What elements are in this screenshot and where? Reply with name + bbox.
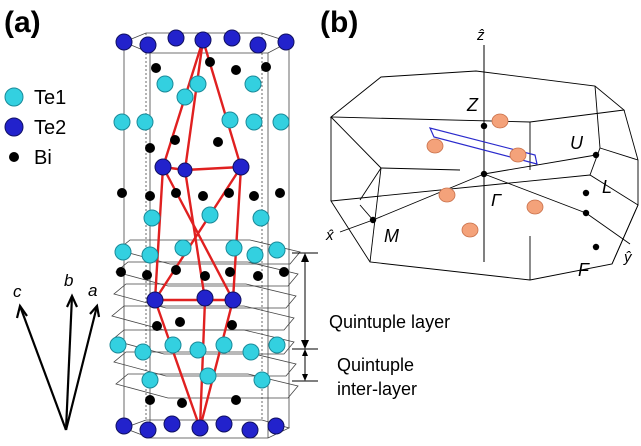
k-point-u-label: U — [570, 133, 584, 153]
legend-te2-marker — [4, 117, 24, 137]
k-point-f-label: F — [578, 260, 590, 280]
k-point-gamma-label: Γ — [491, 190, 502, 210]
panel-a-label: (a) — [4, 6, 41, 39]
vector-c-arrowhead — [15, 303, 28, 319]
quintuple-inter-layer-label-line1: Quintuple — [337, 355, 414, 375]
axis-z-label: ẑ — [476, 27, 485, 44]
quintuple-layer-label: Quintuple layer — [329, 312, 450, 332]
vector-a-arrow — [64, 305, 99, 431]
k-point-z-label: Z — [466, 95, 479, 115]
orange-points — [426, 113, 544, 238]
legend-te1-marker — [4, 87, 24, 107]
k-point-dots — [369, 122, 600, 251]
legend-te1-label: Te1 — [34, 87, 66, 109]
blue-plane — [428, 127, 538, 165]
quintuple-inter-layer-label-line2: inter-layer — [337, 379, 417, 399]
lattice-vectors — [15, 293, 101, 431]
vector-a-label: a — [88, 281, 97, 300]
layer-brackets — [292, 252, 318, 382]
brillouin-zone — [329, 70, 639, 281]
legend: Te1 Te2 Bi — [4, 87, 66, 169]
legend-bi-label: Bi — [34, 147, 52, 169]
te1-atoms — [109, 75, 290, 389]
bi-atoms — [116, 57, 289, 408]
panel-b-label: (b) — [320, 6, 358, 39]
legend-bi-marker — [9, 152, 19, 162]
vector-c-arrow — [18, 305, 68, 431]
axis-x-label: x̂ — [325, 227, 334, 244]
vector-c-label: c — [13, 282, 22, 301]
vector-a-arrowhead — [89, 303, 101, 318]
k-point-m-label: M — [384, 226, 399, 246]
legend-te2-label: Te2 — [34, 117, 66, 139]
axis-y-label: ŷ — [623, 249, 633, 266]
rhombohedral-cell — [153, 39, 243, 429]
vector-b-arrow — [64, 295, 74, 431]
vector-b-arrowhead — [65, 293, 79, 308]
te2-atoms — [115, 29, 295, 439]
crystal-structure — [109, 29, 301, 439]
k-point-l-label: L — [602, 177, 612, 197]
vector-b-label: b — [64, 271, 73, 290]
